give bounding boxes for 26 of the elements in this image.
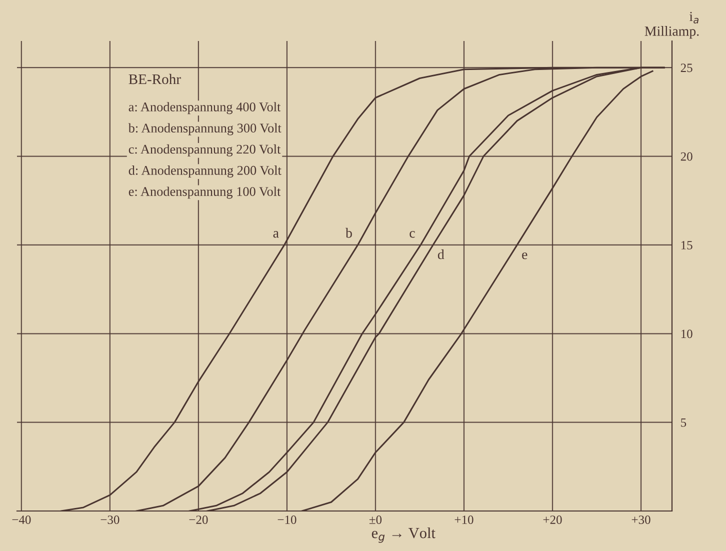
x-tick-label: −40 bbox=[12, 516, 31, 524]
text: BE-Rohr bbox=[128, 74, 181, 84]
x-tick-label: −30 bbox=[100, 516, 120, 524]
y-tick-label: 20 bbox=[680, 152, 692, 161]
x-tick-label: +30 bbox=[632, 516, 650, 524]
annotation: c: Anodenspannung 220 Volt bbox=[128, 144, 281, 156]
y-tick-label: 25 bbox=[680, 64, 692, 72]
x-tick-label: −10 bbox=[278, 516, 296, 524]
x-axis-title: e$_{g}$ → Volt bbox=[372, 527, 436, 543]
series-label: a bbox=[273, 231, 279, 238]
x-tick-label: +10 bbox=[454, 516, 474, 524]
y-tick-label: 10 bbox=[681, 330, 692, 338]
x-tick-label: ±0 bbox=[369, 516, 382, 524]
x-tick-label: +20 bbox=[543, 516, 562, 524]
annotation: e: Anodenspannung 100 Volt bbox=[128, 186, 281, 199]
series-label: c bbox=[410, 231, 415, 238]
series-label: e bbox=[522, 252, 528, 260]
y-tick-label: 5 bbox=[681, 418, 686, 427]
y-axis-title: i$_{a}$ Milliamp. bbox=[644, 12, 699, 39]
x-tick-label: −20 bbox=[189, 516, 208, 524]
annotation: a: Anodenspannung 400 Volt bbox=[128, 102, 281, 114]
annotation: b: Anodenspannung 300 Volt bbox=[128, 123, 282, 136]
series-label: d bbox=[438, 249, 444, 260]
annotation: d: Anodenspannung 200 Volt bbox=[128, 166, 282, 178]
series-label: b bbox=[346, 228, 352, 238]
y-tick-label: 15 bbox=[681, 241, 692, 250]
